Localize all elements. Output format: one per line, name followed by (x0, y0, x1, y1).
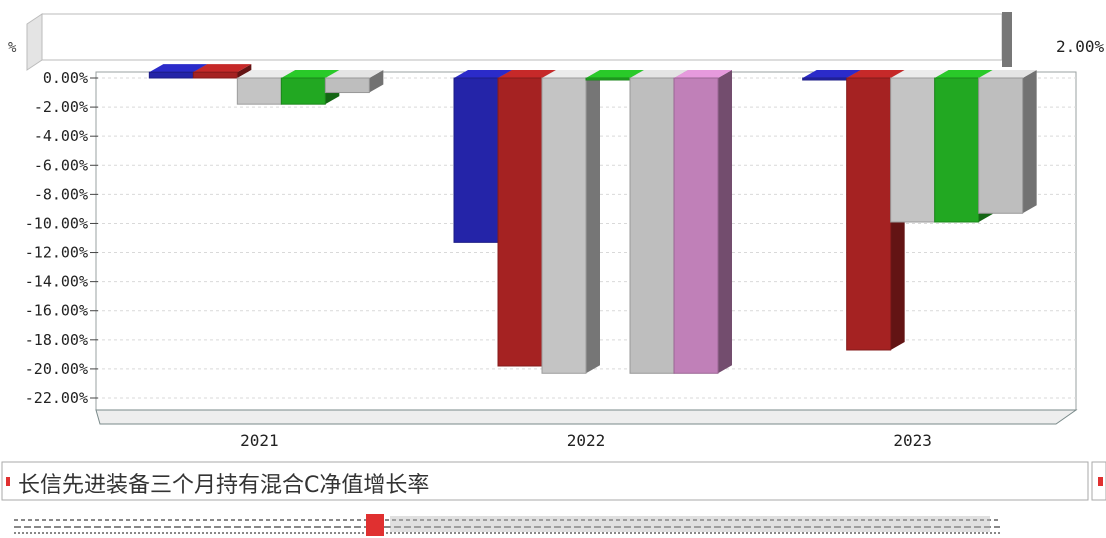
y-tick-label: -10.00% (25, 214, 88, 232)
bar (890, 77, 936, 223)
bar (585, 77, 631, 81)
y-axis-ticks: 0.00% -2.00% -4.00% -6.00% -8.00% -10.00% -12.… (25, 69, 98, 407)
bar-top (281, 70, 340, 78)
x-tick-label: 2023 (893, 431, 932, 450)
bar-top (934, 70, 993, 78)
y-tick-label: -20.00% (25, 360, 88, 378)
y-tick-label: -16.00% (25, 302, 88, 320)
bar-top (325, 70, 384, 78)
bar-side (369, 70, 384, 93)
x-tick-label: 2022 (567, 431, 606, 450)
legend-swatch-right (1098, 477, 1103, 486)
bar-top (193, 64, 252, 73)
bar-top (454, 70, 512, 78)
bar (629, 77, 675, 374)
bar-top (586, 70, 644, 78)
bar-top (978, 70, 1037, 78)
bar-top (498, 70, 556, 78)
bar-side (586, 70, 600, 374)
bar (236, 77, 282, 105)
bar-top (846, 70, 905, 78)
bar (673, 77, 719, 374)
bar-side (1022, 70, 1037, 214)
bar-top (149, 64, 208, 73)
y-tick-label: -12.00% (25, 244, 88, 262)
bar (324, 77, 370, 94)
bar-top (542, 70, 600, 78)
garbled-legend-row (2, 512, 1088, 536)
y-tick-label: -8.00% (34, 185, 88, 203)
bar (280, 77, 326, 105)
y-tick-label: -18.00% (25, 331, 88, 349)
bar (453, 77, 499, 243)
x-axis-labels: 2021 2022 2023 (240, 431, 932, 450)
axis-fragment: % (8, 40, 17, 56)
bar-top (237, 70, 296, 78)
bar (978, 77, 1024, 214)
y-tick-label: -2.00% (34, 98, 88, 116)
x-tick-label: 2021 (240, 431, 279, 450)
bar-side (718, 70, 732, 374)
bar-top (802, 70, 861, 78)
legend: 长信先进装备三个月持有混合C净值增长率 (1, 461, 1106, 536)
legend-label: 长信先进装备三个月持有混合C净值增长率 (18, 473, 429, 498)
bar (846, 77, 892, 351)
bar-side (237, 64, 252, 78)
bar (192, 71, 238, 79)
bar (148, 71, 194, 79)
bar (934, 77, 980, 223)
bar-marks (148, 64, 1037, 374)
y-tick-label: -4.00% (34, 127, 88, 145)
bar-top (630, 70, 688, 78)
top-right-value-label: 2.00% (1056, 37, 1105, 56)
legend-box (1, 461, 1089, 501)
bar (497, 77, 543, 367)
legend-swatch (6, 477, 10, 486)
bar-top (674, 70, 732, 78)
bar (541, 77, 587, 374)
bar (802, 77, 848, 81)
y-tick-label: -22.00% (25, 389, 88, 407)
bar-top (890, 70, 949, 78)
y-tick-label: -6.00% (34, 156, 88, 174)
y-tick-label: -14.00% (25, 273, 88, 291)
y-tick-label: 0.00% (43, 69, 88, 87)
